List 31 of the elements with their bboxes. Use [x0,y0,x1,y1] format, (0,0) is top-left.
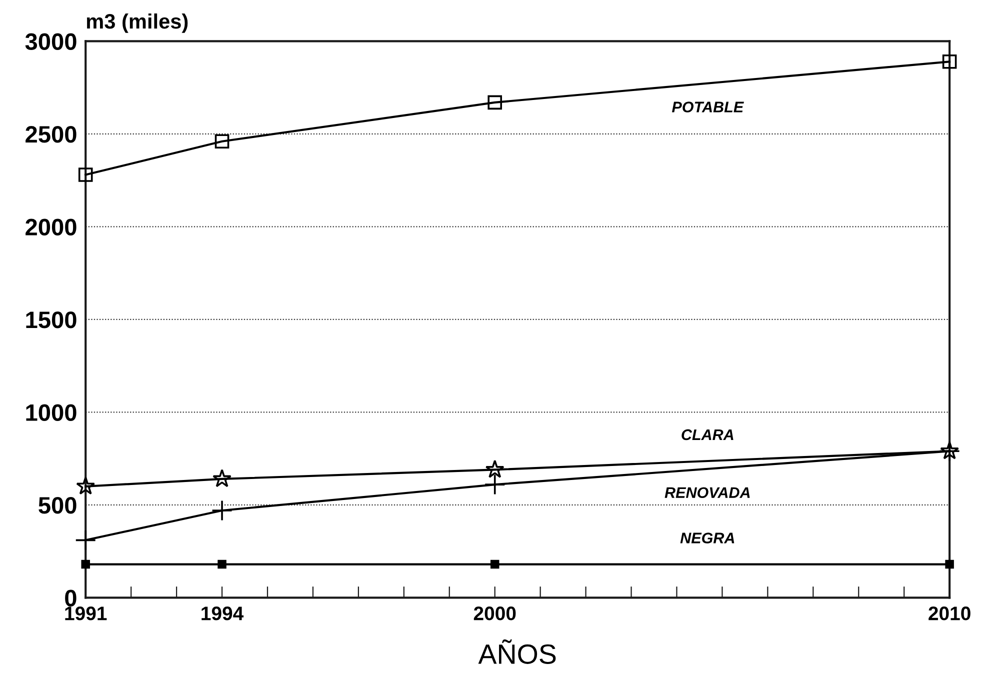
series-label: POTABLE [672,102,744,112]
x-axis-title: AÑOS [478,639,556,664]
y-tick-label: 1000 [26,404,76,421]
x-tick-label: 1994 [202,606,244,620]
point [214,134,230,149]
point [485,460,504,478]
y-tick-label: 2000 [26,218,76,236]
y-tick-label: 1500 [26,312,76,328]
point [488,95,502,110]
series-label: CLARA [682,429,734,440]
series-label: RENOVADA [664,487,750,498]
point [484,474,506,496]
point [76,476,96,495]
point [81,560,90,569]
y-axis-title: m3 (miles) [86,13,188,33]
x-tick-label: 2010 [928,606,970,620]
point [490,560,500,569]
series-label: NEGRA [680,532,734,544]
y-tick-label: 3000 [25,33,76,50]
y-tick-label: 0 [65,590,76,606]
y-tick-label: 500 [38,497,76,514]
point [945,560,954,569]
point [218,560,226,569]
y-tick-label: 2500 [26,126,76,143]
x-tick-label: 2000 [474,606,516,620]
point [78,168,93,182]
point [212,469,232,488]
point [942,54,957,69]
point [211,500,233,522]
x-tick-label: 1991 [65,606,107,620]
point [74,530,96,551]
